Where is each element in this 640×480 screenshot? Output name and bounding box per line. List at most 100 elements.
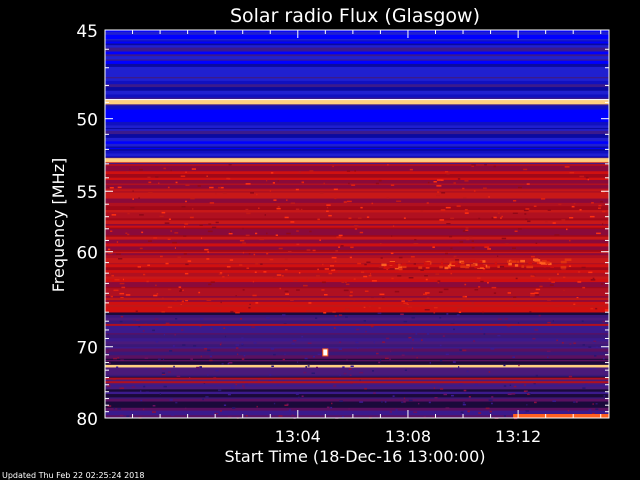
texture-speck [441, 192, 446, 194]
texture-speck [159, 326, 163, 328]
texture-speck [219, 272, 223, 274]
texture-speck [175, 401, 178, 404]
texture-speck [199, 224, 203, 226]
texture-speck [451, 394, 454, 397]
texture-speck [404, 369, 407, 371]
texture-speck [426, 202, 429, 204]
x-tick-label: 13:12 [495, 427, 541, 446]
texture-speck [596, 232, 601, 235]
texture-speck [270, 172, 274, 174]
event-drift-1 [439, 265, 443, 269]
texture-speck [556, 339, 558, 342]
texture-speck [386, 197, 390, 199]
texture-speck [507, 292, 511, 294]
texture-speck [359, 379, 361, 381]
texture-speck [478, 286, 481, 288]
texture-speck [242, 242, 246, 244]
texture-speck [168, 288, 172, 291]
texture-speck [439, 359, 443, 362]
texture-speck [370, 273, 372, 275]
texture-speck [530, 275, 535, 277]
texture-speck [170, 169, 172, 172]
texture-speck [106, 227, 108, 229]
texture-speck [301, 181, 304, 184]
band-row-1 [105, 189, 609, 192]
texture-speck [148, 191, 153, 194]
texture-speck [568, 411, 570, 413]
texture-speck [284, 353, 286, 356]
texture-speck [135, 310, 138, 312]
texture-speck [488, 196, 490, 198]
band-row-0 [105, 372, 609, 376]
texture-speck [219, 186, 224, 189]
band-row-1 [105, 212, 609, 216]
texture-speck [323, 182, 325, 185]
texture-speck [295, 393, 299, 395]
texture-speck [380, 257, 383, 259]
texture-speck [378, 307, 381, 309]
band-row-1 [105, 278, 609, 283]
texture-speck [159, 393, 161, 395]
band-row-3 [105, 112, 609, 116]
texture-speck [546, 350, 551, 353]
texture-speck [471, 165, 474, 167]
texture-speck [467, 410, 470, 413]
band-row-0 [105, 370, 609, 373]
texture-speck [569, 217, 574, 219]
texture-speck [120, 297, 124, 299]
band-row-3 [105, 109, 609, 113]
texture-speck [363, 306, 366, 308]
texture-speck [466, 238, 470, 241]
texture-speck [424, 309, 430, 311]
event-drift-1 [447, 265, 451, 268]
texture-speck [106, 385, 111, 387]
texture-speck [365, 330, 367, 333]
band-row-2 [105, 56, 609, 60]
texture-speck [266, 232, 268, 235]
texture-speck [203, 382, 206, 384]
event-drift-1 [479, 260, 486, 263]
texture-speck [504, 318, 508, 320]
texture-speck [268, 380, 273, 382]
texture-speck [503, 385, 507, 387]
texture-speck [450, 272, 453, 275]
band-row-2 [105, 94, 609, 98]
texture-speck [332, 165, 334, 168]
texture-speck [118, 258, 123, 260]
texture-speck [328, 272, 333, 275]
texture-speck [107, 186, 109, 189]
texture-speck [169, 399, 173, 401]
texture-speck [246, 212, 251, 215]
texture-speck [182, 344, 186, 346]
texture-speck [513, 200, 517, 202]
event-drift-1 [477, 260, 483, 263]
texture-speck [251, 326, 255, 328]
texture-speck [255, 302, 259, 304]
texture-speck [287, 410, 290, 413]
x-tick-label: 13:04 [275, 427, 321, 446]
y-tick-label: 60 [76, 244, 98, 264]
texture-speck [364, 290, 369, 292]
texture-speck [397, 275, 402, 277]
texture-speck [382, 297, 385, 299]
texture-speck [554, 234, 560, 236]
texture-speck [222, 192, 227, 195]
texture-speck [215, 221, 219, 224]
texture-speck [265, 317, 270, 319]
texture-speck [174, 232, 179, 234]
texture-speck [300, 208, 303, 211]
texture-speck [373, 392, 376, 394]
texture-speck [296, 289, 300, 291]
texture-speck [189, 216, 194, 219]
texture-speck [509, 384, 512, 386]
texture-speck [165, 322, 170, 325]
texture-speck [378, 179, 382, 182]
texture-speck [163, 385, 167, 388]
band-row-0 [105, 412, 609, 416]
band-row-1 [105, 301, 609, 306]
band-row-1 [105, 285, 609, 288]
event-drift-1 [393, 265, 399, 269]
event-drift-1 [539, 261, 543, 265]
texture-speck [295, 188, 299, 191]
texture-speck [155, 176, 159, 178]
